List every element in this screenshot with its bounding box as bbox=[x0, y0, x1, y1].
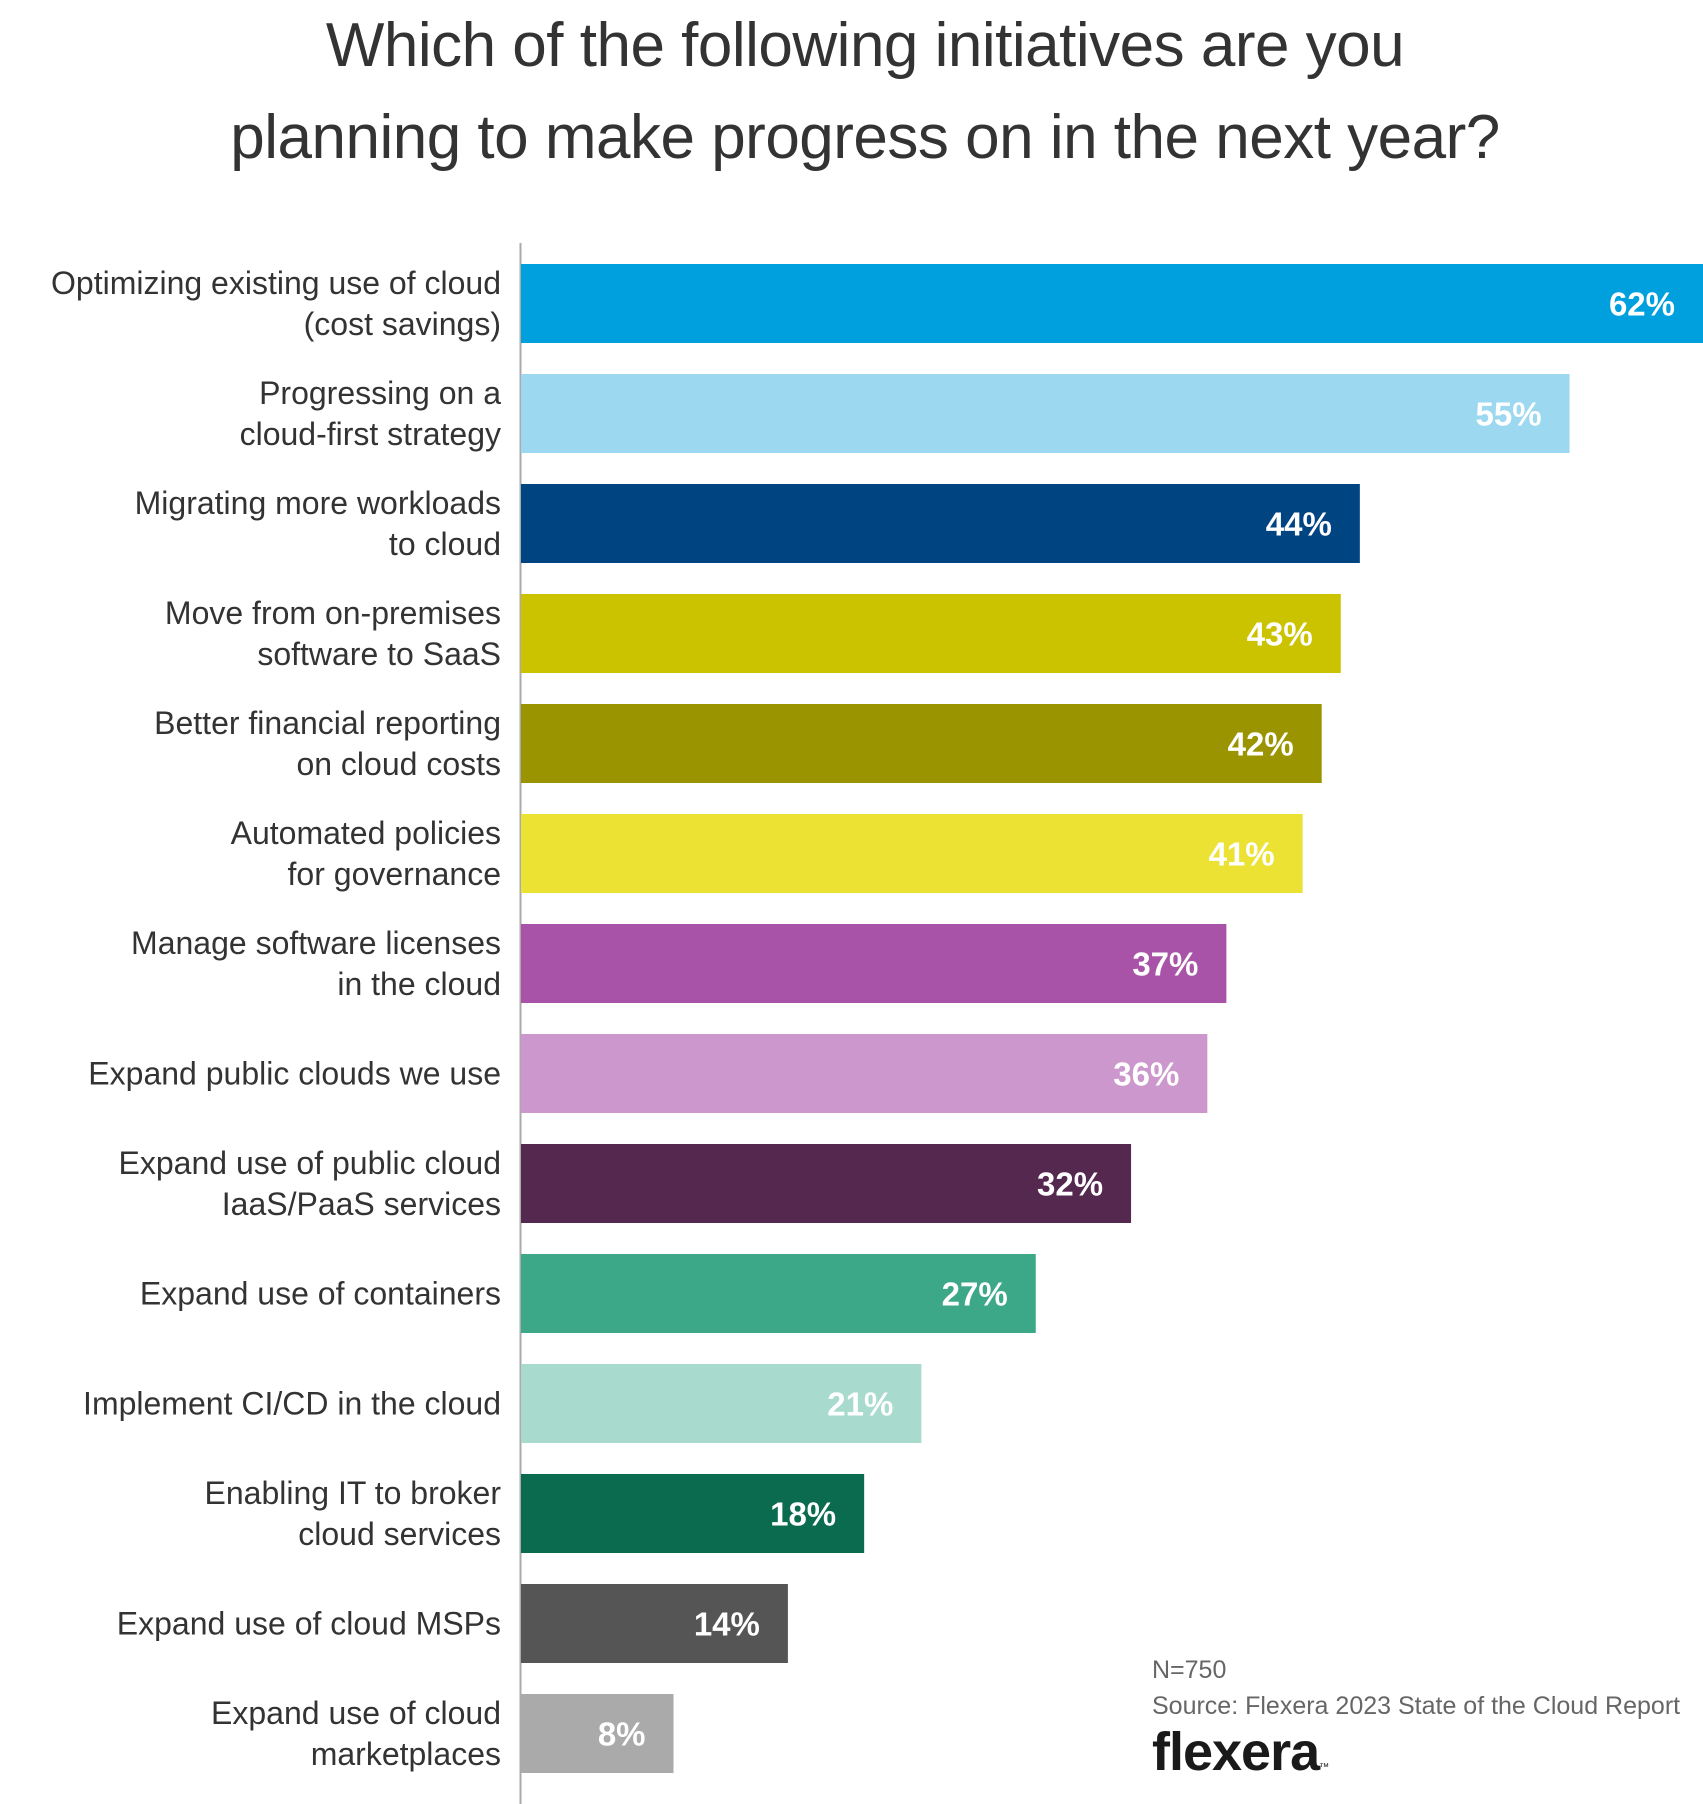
category-label-line: Expand public clouds we use bbox=[88, 1056, 501, 1092]
value-label-9: 27% bbox=[942, 1276, 1008, 1313]
category-label-line: software to SaaS bbox=[257, 636, 501, 672]
category-label-line: Manage software licenses bbox=[131, 925, 501, 961]
category-label-2: Migrating more workloads to cloud bbox=[135, 485, 501, 562]
bar-1 bbox=[521, 374, 1570, 453]
category-label-line: Expand use of cloud bbox=[211, 1695, 501, 1731]
category-label-line: Optimizing existing use of cloud bbox=[51, 265, 501, 301]
chart-footer: N=750 Source: Flexera 2023 State of the … bbox=[1152, 1652, 1680, 1724]
value-label-12: 14% bbox=[694, 1606, 760, 1643]
category-label-13: Expand use of cloud marketplaces bbox=[211, 1695, 501, 1772]
bar-2 bbox=[521, 484, 1360, 563]
bar-7 bbox=[521, 1034, 1208, 1113]
bar-10 bbox=[521, 1364, 922, 1443]
bar-0 bbox=[521, 264, 1703, 343]
bar-5 bbox=[521, 814, 1303, 893]
category-label-line: (cost savings) bbox=[304, 306, 501, 342]
category-label-line: marketplaces bbox=[311, 1736, 501, 1772]
value-label-1: 55% bbox=[1475, 396, 1541, 433]
value-label-5: 41% bbox=[1209, 836, 1275, 873]
category-label-line: Expand use of containers bbox=[140, 1276, 501, 1312]
category-label-12: Expand use of cloud MSPs bbox=[117, 1606, 501, 1642]
value-label-7: 36% bbox=[1113, 1056, 1179, 1093]
category-label-0: Optimizing existing use of cloud (cost sa… bbox=[51, 265, 501, 342]
category-label-line: to cloud bbox=[389, 526, 501, 562]
category-label-line: cloud services bbox=[298, 1516, 501, 1552]
chart-title-line-1: Which of the following initiatives are y… bbox=[325, 11, 1405, 80]
bar-12 bbox=[521, 1584, 788, 1663]
category-label-line: Move from on-premises bbox=[165, 595, 501, 631]
flexera-logo: flexera™ bbox=[1152, 1722, 1329, 1798]
category-label-10: Implement CI/CD in the cloud bbox=[83, 1386, 501, 1422]
category-label-line: Expand use of public cloud bbox=[119, 1145, 501, 1181]
bar-13 bbox=[521, 1694, 674, 1773]
category-label-line: on cloud costs bbox=[296, 746, 501, 782]
value-label-2: 44% bbox=[1266, 506, 1332, 543]
category-label-line: Implement CI/CD in the cloud bbox=[83, 1386, 501, 1422]
category-label-8: Expand use of public cloud IaaS/PaaS serv… bbox=[119, 1145, 501, 1222]
value-label-0: 62% bbox=[1609, 286, 1675, 323]
bar-9 bbox=[521, 1254, 1036, 1333]
category-label-line: Better financial reporting bbox=[154, 705, 501, 741]
value-label-11: 18% bbox=[770, 1496, 836, 1533]
bar-4 bbox=[521, 704, 1322, 783]
category-label-9: Expand use of containers bbox=[140, 1276, 501, 1312]
chart-title-line-2: planning to make progress on in the next… bbox=[230, 103, 1500, 172]
value-label-10: 21% bbox=[827, 1386, 893, 1423]
category-label-5: Automated policies for governance bbox=[231, 815, 501, 892]
category-label-3: Move from on-premises software to SaaS bbox=[165, 595, 501, 672]
category-label-1: Progressing on a cloud-first strategy bbox=[240, 375, 502, 452]
category-label-line: Migrating more workloads bbox=[135, 485, 501, 521]
category-label-6: Manage software licenses in the cloud bbox=[131, 925, 501, 1002]
value-label-13: 8% bbox=[598, 1716, 646, 1753]
value-label-8: 32% bbox=[1037, 1166, 1103, 1203]
category-label-7: Expand public clouds we use bbox=[88, 1056, 501, 1092]
category-label-line: Automated policies bbox=[231, 815, 501, 851]
source-note: Source: Flexera 2023 State of the Cloud … bbox=[1152, 1692, 1681, 1720]
bar-3 bbox=[521, 594, 1341, 673]
value-label-6: 37% bbox=[1132, 946, 1198, 983]
category-label-line: Progressing on a bbox=[259, 375, 501, 411]
bar-8 bbox=[521, 1144, 1132, 1223]
bars-group: 62% Optimizing existing use of cloud (cost… bbox=[51, 264, 1703, 1773]
category-label-4: Better financial reporting on cloud costs bbox=[154, 705, 501, 782]
value-label-4: 42% bbox=[1228, 726, 1294, 763]
category-label-line: Expand use of cloud MSPs bbox=[117, 1606, 501, 1642]
category-label-line: IaaS/PaaS services bbox=[222, 1186, 501, 1222]
category-label-line: in the cloud bbox=[337, 966, 501, 1002]
bar-11 bbox=[521, 1474, 865, 1553]
logo-text: flexera bbox=[1152, 1722, 1320, 1782]
category-label-line: Enabling IT to broker bbox=[205, 1475, 502, 1511]
value-label-3: 43% bbox=[1247, 616, 1313, 653]
category-label-11: Enabling IT to broker cloud services bbox=[205, 1475, 502, 1552]
category-label-line: for governance bbox=[288, 856, 501, 892]
bar-6 bbox=[521, 924, 1227, 1003]
trademark-symbol: ™ bbox=[1319, 1762, 1330, 1773]
sample-size-note: N=750 bbox=[1152, 1656, 1227, 1684]
chart-title: Which of the following initiatives are y… bbox=[0, 0, 1703, 184]
category-label-line: cloud-first strategy bbox=[240, 416, 501, 452]
